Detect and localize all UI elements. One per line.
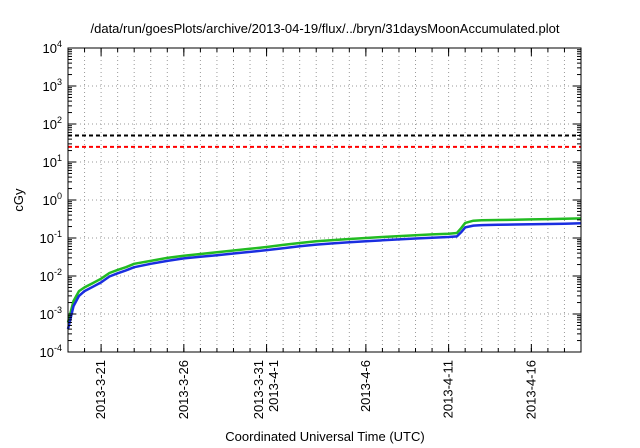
x-tick-label: 2013-4-1 <box>266 360 281 412</box>
x-tick-label: 2013-3-21 <box>93 360 108 419</box>
series-line <box>66 222 582 330</box>
x-tick-label: 2013-4-6 <box>358 360 373 412</box>
threshold-lines <box>68 134 581 148</box>
x-axis-label: Coordinated Universal Time (UTC) <box>225 429 424 444</box>
x-axis-ticks: 2013-3-21 2013-3-26 2013-3-31 2013-4-1 2013-… <box>84 48 565 419</box>
x-tick-label: 2013-4-11 <box>441 360 456 418</box>
chart-title: /data/run/goesPlots/archive/2013-04-19/f… <box>91 21 560 36</box>
series-lines <box>66 217 582 330</box>
x-tick-label: 2013-3-31 <box>251 360 266 419</box>
series-line <box>66 217 582 323</box>
grid <box>68 48 581 352</box>
x-tick-label: 2013-4-16 <box>523 360 538 419</box>
x-tick-label: 2013-3-26 <box>176 360 191 419</box>
y-axis-label: cGy <box>11 188 26 212</box>
